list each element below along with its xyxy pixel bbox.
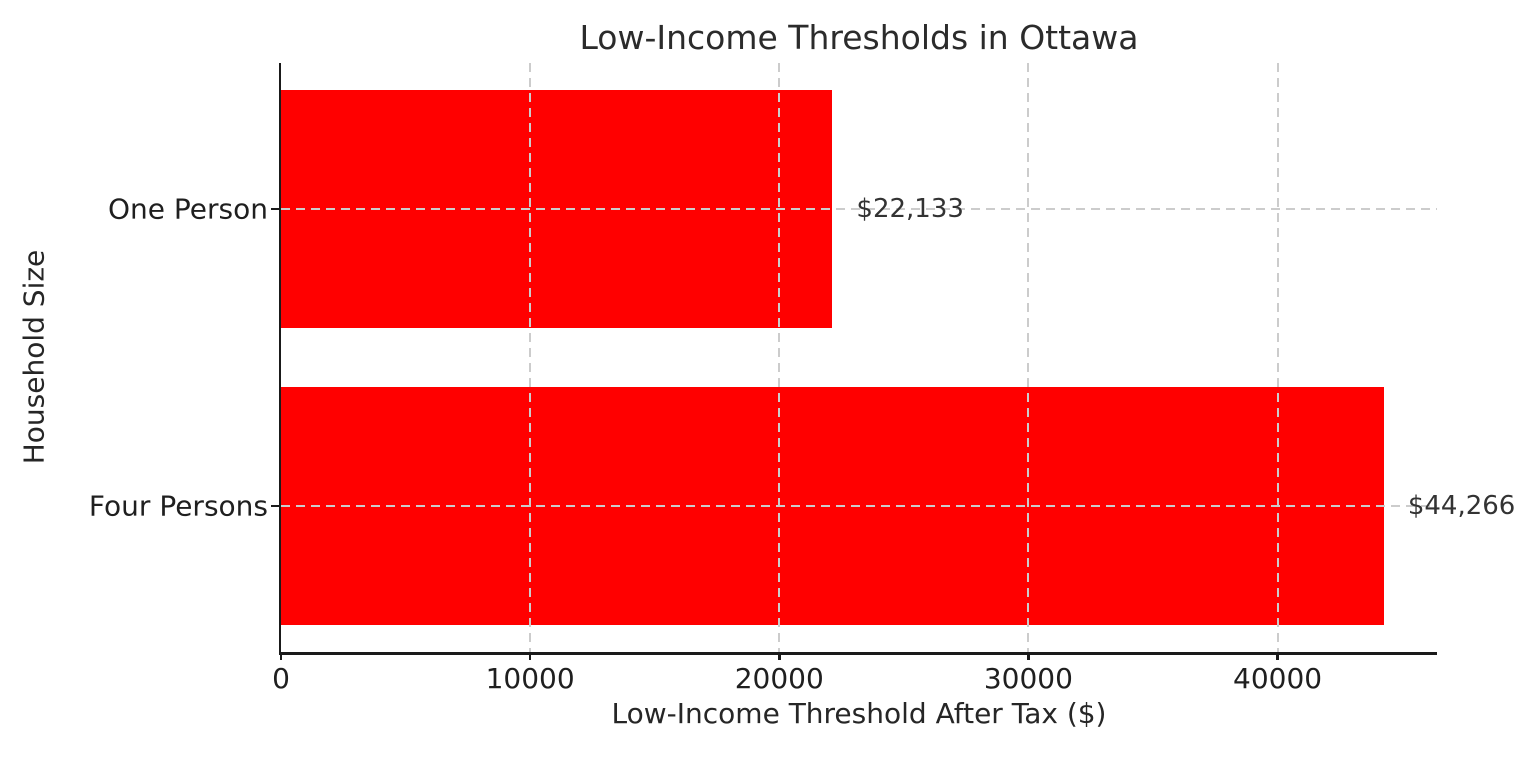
y-axis-label: Household Size	[17, 249, 51, 465]
y-gridline-2	[281, 505, 1437, 508]
x-tick-label: 40000	[1233, 662, 1323, 695]
x-gridline-30000	[1027, 63, 1030, 652]
y-axis-spine	[278, 63, 281, 655]
x-tick-label: 0	[272, 662, 290, 695]
y-gridline-1	[281, 207, 1437, 210]
x-axis-label: Low-Income Threshold After Tax ($)	[611, 697, 1107, 730]
x-tick-label: 30000	[983, 662, 1073, 695]
x-axis-spine	[278, 652, 1437, 655]
x-tick-mark-30000	[1027, 652, 1030, 660]
x-tick-label: 10000	[485, 662, 575, 695]
x-gridline-20000	[778, 63, 781, 652]
y-tick-mark-1	[270, 207, 279, 210]
x-gridline-10000	[529, 63, 532, 652]
x-tick-label: 20000	[734, 662, 824, 695]
y-tick-label: Four Persons	[88, 489, 268, 523]
x-tick-mark-40000	[1276, 652, 1279, 660]
x-tick-mark-0	[279, 652, 283, 660]
plot-area	[278, 63, 1437, 655]
x-gridline-40000	[1276, 63, 1279, 652]
y-tick-label: One Person	[107, 192, 268, 226]
chart-title: Low-Income Thresholds in Ottawa	[579, 18, 1139, 57]
bar-value-label: $44,266	[1407, 491, 1516, 522]
x-tick-mark-20000	[778, 652, 781, 660]
x-tick-mark-10000	[528, 652, 532, 660]
bar-value-label: $22,133	[856, 193, 964, 224]
y-tick-mark-2	[270, 504, 279, 508]
